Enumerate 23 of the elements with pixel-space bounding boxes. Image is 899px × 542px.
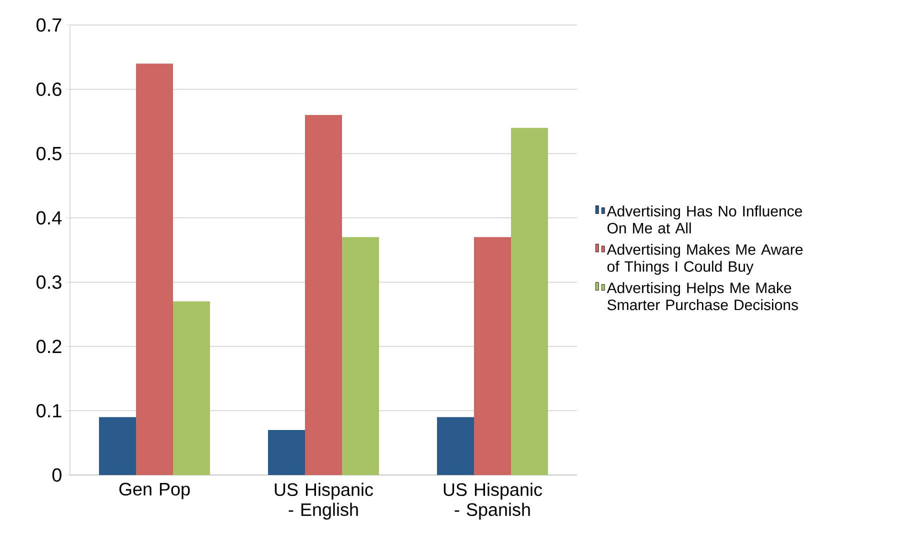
legend-label: Advertising Helps Me Make Smarter Purchase Decisions — [606, 282, 798, 310]
bar — [342, 237, 380, 475]
legend-label: Advertising Has No Influence On Me at All — [606, 205, 802, 234]
y-tick-label: 0.6 — [36, 82, 62, 96]
bar — [99, 417, 136, 475]
x-tick-label: US Hispanic - Spanish — [444, 482, 542, 520]
legend-label: Advertising Makes Me Aware of Things I Could Buy — [606, 244, 803, 275]
bar — [173, 301, 210, 475]
y-tick-label: 0.1 — [36, 404, 62, 418]
y-tick-label: 0 — [52, 468, 62, 482]
bar — [268, 430, 306, 475]
bar — [474, 237, 512, 475]
bar — [511, 128, 548, 475]
y-tick-label: 0.2 — [36, 340, 62, 354]
bar — [437, 417, 474, 475]
y-tick-label: 0.4 — [36, 211, 62, 225]
bar — [305, 115, 342, 475]
y-tick-label: 0.3 — [36, 275, 62, 289]
x-tick-label: Gen Pop — [119, 482, 190, 500]
bar — [136, 64, 174, 475]
y-tick-label: 0.5 — [36, 146, 62, 160]
x-tick-label: US Hispanic - English — [274, 482, 374, 520]
y-tick-label: 0.7 — [36, 18, 62, 32]
